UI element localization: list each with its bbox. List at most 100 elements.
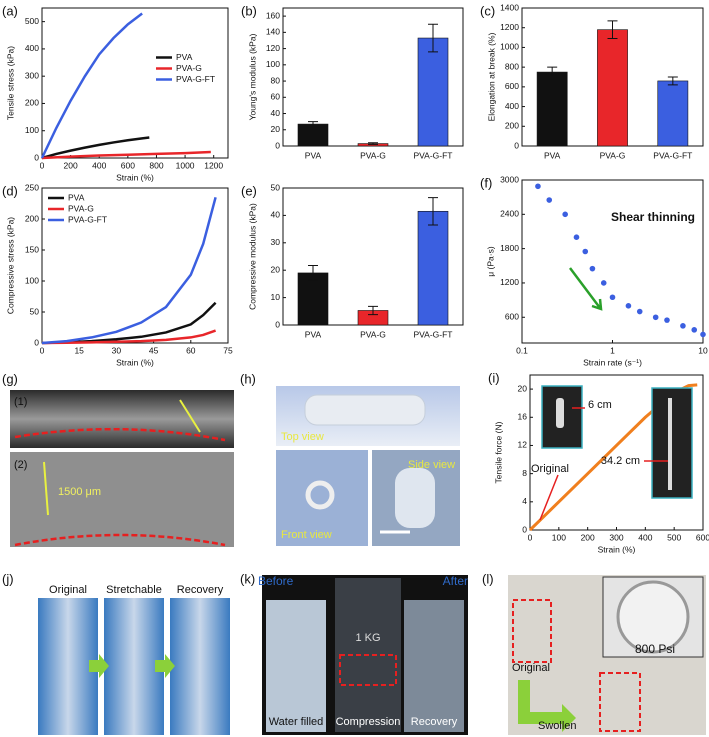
error-bar <box>308 121 318 128</box>
bar <box>597 29 628 147</box>
photo-label: 1500 μm <box>58 486 101 498</box>
x-tick-label: PVA-G-FT <box>653 150 692 160</box>
point <box>589 265 596 272</box>
y-tick-label: 40 <box>271 210 281 220</box>
arrow <box>179 399 201 433</box>
y-tick-label: 16 <box>518 412 528 422</box>
x-axis-title: Strain rate (s⁻¹) <box>583 357 642 367</box>
plot-frame <box>41 187 229 344</box>
x-tick-label: 400 <box>638 532 652 542</box>
x-tick-label: 30 <box>112 345 122 355</box>
bar <box>297 123 329 147</box>
x-tick-label: 400 <box>92 160 106 170</box>
sample <box>305 480 335 510</box>
point <box>664 317 670 323</box>
x-tick-label: 600 <box>696 532 709 542</box>
y-tick-label: 30 <box>271 237 281 247</box>
annotation: Original <box>531 463 569 475</box>
error-bar <box>667 76 678 86</box>
x-tick-label: 0 <box>40 160 45 170</box>
x-tick-label: 500 <box>667 532 681 542</box>
photo-label: Water filled <box>269 716 324 728</box>
y-tick-label: 600 <box>505 81 519 91</box>
x-tick-label: 0 <box>528 532 533 542</box>
x-tick-label: 200 <box>581 532 595 542</box>
y-tick-label: 8 <box>522 468 527 478</box>
x-tick-label: 1 <box>610 345 615 355</box>
y-tick-label: 20 <box>271 264 281 274</box>
x-tick-label: 1200 <box>204 160 223 170</box>
error-bar <box>428 23 438 53</box>
photo-label: Original <box>49 584 87 596</box>
panel-label: (b) <box>241 3 257 18</box>
inset-sample <box>556 398 564 428</box>
photo <box>266 600 326 732</box>
bar <box>657 80 689 147</box>
y-tick-label: 500 <box>25 16 39 26</box>
x-tick-label: 15 <box>74 345 84 355</box>
photo <box>170 598 230 735</box>
x-tick-label: PVA <box>305 329 322 339</box>
error-bar <box>607 20 618 40</box>
x-tick-label: 75 <box>223 345 233 355</box>
outline <box>599 672 641 732</box>
point <box>600 280 607 286</box>
y-tick-label: 12 <box>518 440 528 450</box>
point <box>546 197 553 203</box>
point <box>609 294 616 301</box>
y-tick-label: 10 <box>271 292 281 302</box>
photo-label: Stretchable <box>106 584 162 596</box>
panel-label: (c) <box>480 3 495 18</box>
y-tick-label: 300 <box>25 70 39 80</box>
y-tick-label: 1000 <box>500 42 519 52</box>
point <box>680 323 686 329</box>
photo-label: (2) <box>14 459 27 471</box>
panel-label: (i) <box>488 370 500 385</box>
annotation: 34.2 cm <box>601 455 640 467</box>
panel-label: (k) <box>240 571 255 586</box>
legend-label: PVA <box>68 192 85 202</box>
sample <box>304 394 426 426</box>
x-tick-label: 0.1 <box>516 345 528 355</box>
y-tick-label: 80 <box>271 75 281 85</box>
x-tick-label: 45 <box>149 345 159 355</box>
point <box>582 248 589 255</box>
y-axis-title: Tensile stress (kPa) <box>5 46 15 120</box>
legend-label: PVA-G-FT <box>176 74 215 84</box>
bar <box>417 37 449 147</box>
arrow <box>89 654 109 678</box>
panel-label: (e) <box>241 183 257 198</box>
y-tick-label: 800 <box>505 61 519 71</box>
y-tick-label: 600 <box>505 312 519 322</box>
photo-label: Top view <box>281 431 324 443</box>
photo-label: 1 KG <box>355 632 380 644</box>
point <box>652 314 659 321</box>
y-tick-label: 1400 <box>500 2 519 12</box>
point <box>535 183 541 190</box>
photo-label: 800 Psi <box>635 642 675 656</box>
y-tick-label: 1200 <box>500 277 519 287</box>
legend-label: PVA <box>176 52 193 62</box>
gauge <box>616 580 690 654</box>
y-tick-label: 200 <box>505 121 519 131</box>
bar <box>417 210 449 326</box>
photo-label: Recovery <box>411 716 458 728</box>
y-tick-label: 50 <box>30 306 40 316</box>
x-tick-label: PVA <box>305 150 322 160</box>
x-tick-label: PVA-G-FT <box>413 329 452 339</box>
y-tick-label: 3000 <box>500 174 519 184</box>
y-axis-title: Tensile force (N) <box>493 421 503 483</box>
x-tick-label: PVA <box>544 150 561 160</box>
y-tick-label: 40 <box>271 108 281 118</box>
panel-label: (a) <box>2 3 18 18</box>
y-axis-title: Compressive modulus (kPa) <box>247 203 257 310</box>
arrow <box>43 461 49 516</box>
photo-label: Before <box>258 574 294 588</box>
annotation: Shear thinning <box>611 210 695 224</box>
panel-label: (d) <box>2 183 18 198</box>
bar <box>297 272 329 326</box>
x-tick-label: 100 <box>552 532 566 542</box>
panel-label: (g) <box>2 371 18 386</box>
legend-label: PVA-G-FT <box>68 214 107 224</box>
y-tick-label: 0 <box>275 140 280 150</box>
